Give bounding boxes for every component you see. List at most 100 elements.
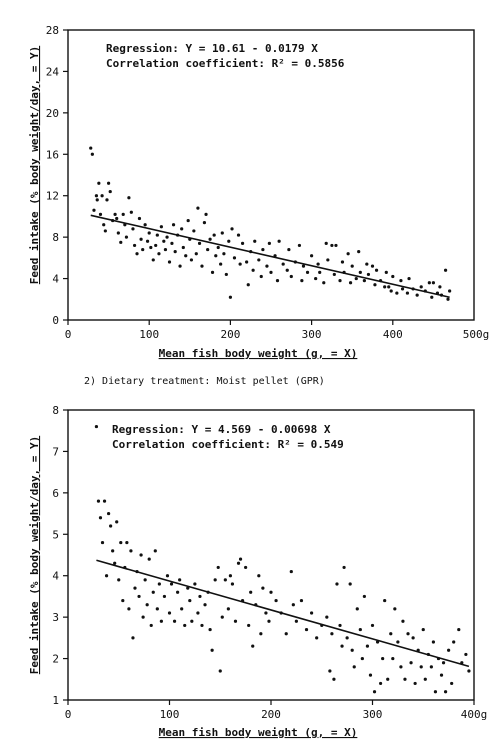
data-point xyxy=(107,511,111,516)
data-point xyxy=(405,291,410,295)
data-point xyxy=(113,212,117,216)
data-point xyxy=(430,295,434,299)
data-point xyxy=(350,648,354,652)
data-point xyxy=(391,274,395,279)
data-point xyxy=(413,681,417,686)
data-point xyxy=(98,212,103,216)
data-point xyxy=(227,239,231,243)
data-point xyxy=(316,262,320,266)
data-point xyxy=(228,295,232,299)
data-point xyxy=(366,272,371,277)
data-point xyxy=(204,212,208,216)
data-point xyxy=(289,274,293,279)
data-point xyxy=(354,276,358,281)
data-point xyxy=(370,264,375,268)
data-point xyxy=(147,557,151,561)
x-tick-label: 300 xyxy=(302,328,322,341)
data-point xyxy=(467,669,471,673)
data-point xyxy=(171,223,176,227)
data-point xyxy=(121,212,125,216)
x-tick-label: 300 xyxy=(363,708,383,721)
data-point xyxy=(348,582,352,586)
data-point xyxy=(240,241,245,245)
data-point xyxy=(373,283,377,287)
data-point xyxy=(104,574,109,578)
regression-annotation: Regression: Y = 4.569 - 0.00698 X xyxy=(112,423,331,436)
data-point xyxy=(324,241,328,245)
data-point xyxy=(330,243,334,248)
data-point xyxy=(305,270,310,274)
data-point xyxy=(299,598,304,603)
data-point xyxy=(186,218,190,223)
x-tick-label: 400 xyxy=(383,328,403,341)
data-point xyxy=(447,648,451,652)
data-point xyxy=(357,250,361,254)
data-point xyxy=(253,239,257,243)
data-point xyxy=(391,656,395,661)
data-point xyxy=(446,297,450,301)
data-point xyxy=(384,270,388,274)
data-point xyxy=(232,256,237,260)
data-point xyxy=(267,619,271,623)
data-point xyxy=(139,553,143,557)
data-point xyxy=(443,690,448,694)
data-point xyxy=(117,578,121,582)
data-point xyxy=(431,640,435,644)
data-point xyxy=(287,247,291,252)
data-point xyxy=(269,270,273,274)
data-point xyxy=(249,590,253,594)
data-point xyxy=(265,264,269,268)
data-point xyxy=(450,681,454,686)
data-point xyxy=(352,665,356,669)
data-point xyxy=(129,549,133,553)
data-point xyxy=(421,627,425,632)
data-point xyxy=(389,289,393,293)
data-point xyxy=(328,669,332,673)
x-axis-end-label: 500g xyxy=(463,328,490,341)
data-point xyxy=(193,582,197,586)
data-point xyxy=(358,627,362,632)
data-point xyxy=(443,268,448,272)
data-point xyxy=(228,574,232,578)
data-point xyxy=(210,270,215,274)
data-point xyxy=(274,598,278,603)
data-point xyxy=(257,574,261,578)
data-point xyxy=(281,262,285,266)
y-tick-label: 5 xyxy=(52,528,59,541)
data-point xyxy=(181,245,185,250)
data-point xyxy=(342,565,346,570)
data-point xyxy=(226,607,230,611)
data-point xyxy=(277,239,281,243)
data-point xyxy=(345,636,349,640)
data-point xyxy=(162,594,167,599)
data-point xyxy=(233,619,238,623)
data-point xyxy=(139,237,143,241)
data-point xyxy=(238,557,243,561)
data-point xyxy=(111,549,115,553)
data-point xyxy=(419,665,423,669)
data-point xyxy=(131,636,135,640)
data-point xyxy=(105,198,109,202)
x-tick-label: 0 xyxy=(65,708,72,721)
data-point xyxy=(335,582,339,586)
data-point xyxy=(332,272,336,277)
x-axis-label: Mean fish body weight (g, = X) xyxy=(159,347,358,360)
data-point xyxy=(167,611,172,615)
x-tick-label: 100 xyxy=(139,328,159,341)
data-point xyxy=(245,260,249,264)
data-point xyxy=(132,243,137,248)
data-point xyxy=(186,586,190,590)
data-point xyxy=(318,270,322,274)
data-point xyxy=(438,285,442,289)
data-point xyxy=(202,221,207,225)
data-point xyxy=(291,603,295,607)
data-point xyxy=(365,644,370,648)
data-point xyxy=(100,540,105,545)
data-points xyxy=(89,146,452,301)
data-point xyxy=(180,227,184,231)
plot-frame xyxy=(67,409,475,701)
data-point xyxy=(236,233,241,237)
data-point xyxy=(124,235,129,239)
data-point xyxy=(98,516,103,520)
